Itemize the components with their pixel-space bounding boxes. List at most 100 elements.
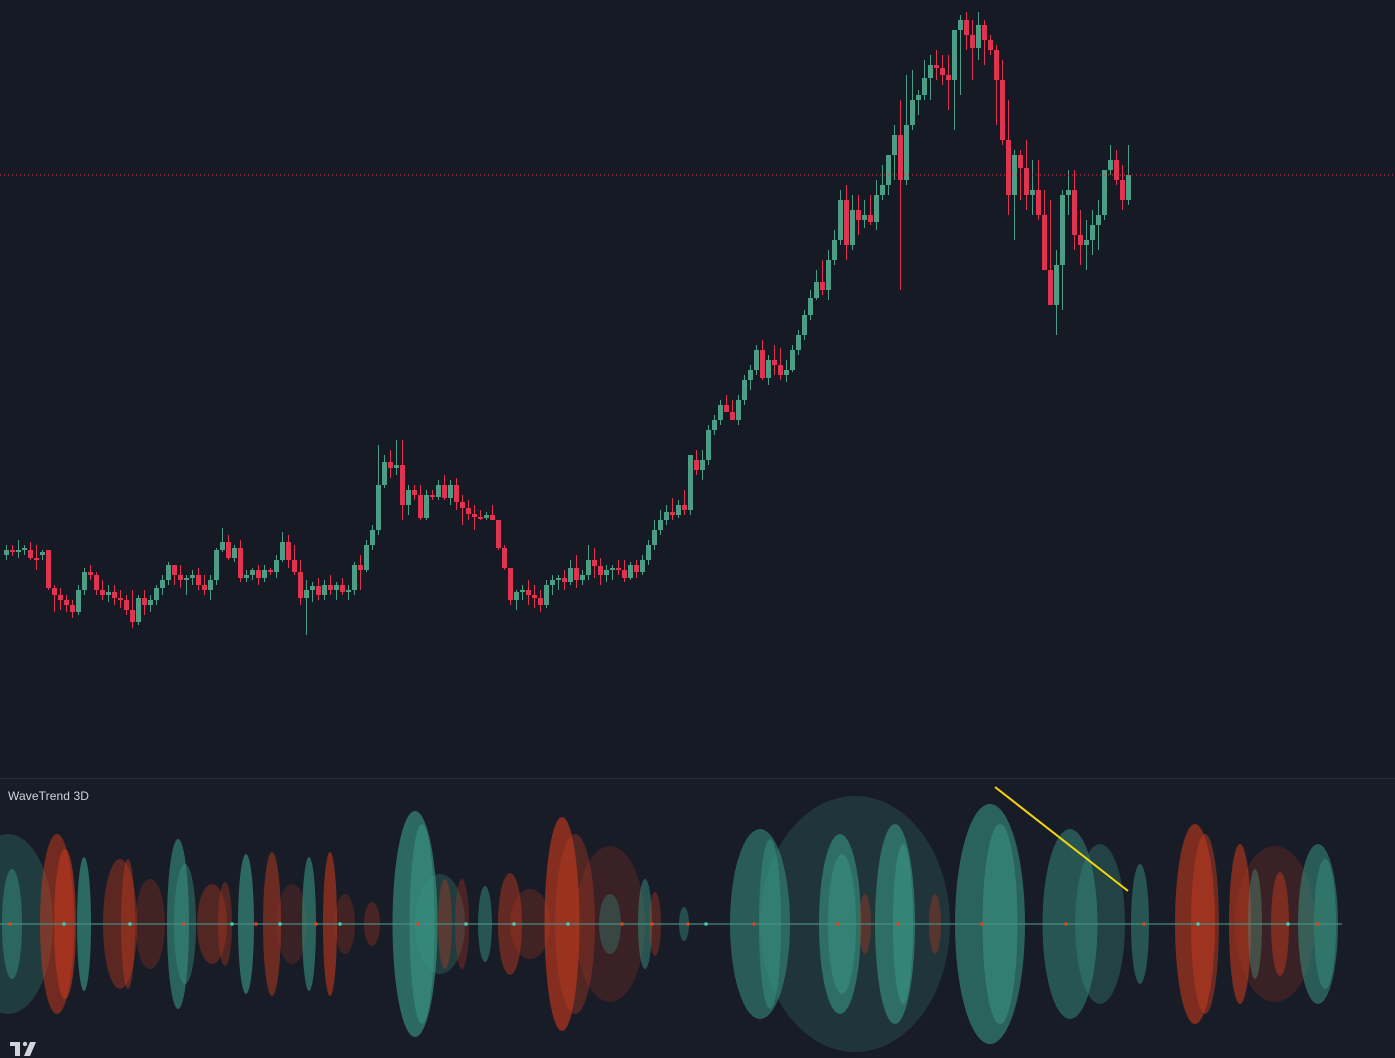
- candle[interactable]: [58, 588, 63, 610]
- candle[interactable]: [634, 560, 639, 578]
- candle[interactable]: [172, 565, 177, 585]
- candle[interactable]: [664, 505, 669, 525]
- candle[interactable]: [274, 555, 279, 578]
- candle[interactable]: [286, 535, 291, 568]
- candle[interactable]: [772, 345, 777, 375]
- candle[interactable]: [580, 570, 585, 585]
- candle[interactable]: [214, 548, 219, 585]
- candle[interactable]: [988, 35, 993, 55]
- candle[interactable]: [382, 455, 387, 488]
- candle[interactable]: [610, 565, 615, 580]
- candle[interactable]: [1084, 220, 1089, 270]
- candle[interactable]: [388, 450, 393, 478]
- candle[interactable]: [544, 580, 549, 608]
- candle[interactable]: [484, 512, 489, 520]
- candle[interactable]: [982, 20, 987, 65]
- candle[interactable]: [298, 560, 303, 605]
- candle[interactable]: [874, 180, 879, 230]
- candle[interactable]: [754, 345, 759, 375]
- candle[interactable]: [514, 590, 519, 610]
- candle[interactable]: [64, 595, 69, 612]
- candle[interactable]: [184, 575, 189, 595]
- candle[interactable]: [190, 570, 195, 585]
- oscillator-pane[interactable]: WaveTrend 3D: [0, 779, 1395, 1058]
- candle[interactable]: [826, 250, 831, 300]
- candle[interactable]: [220, 528, 225, 552]
- candle[interactable]: [4, 545, 9, 560]
- candle[interactable]: [94, 572, 99, 595]
- candle[interactable]: [562, 570, 567, 590]
- candle[interactable]: [226, 535, 231, 560]
- candle[interactable]: [520, 585, 525, 600]
- candle[interactable]: [940, 55, 945, 85]
- candle[interactable]: [916, 90, 921, 115]
- candle[interactable]: [760, 340, 765, 380]
- candle[interactable]: [436, 480, 441, 500]
- candle[interactable]: [784, 360, 789, 382]
- candle[interactable]: [472, 505, 477, 530]
- candle[interactable]: [448, 480, 453, 505]
- candle[interactable]: [418, 485, 423, 520]
- candle[interactable]: [970, 20, 975, 80]
- pane-divider[interactable]: [0, 778, 1395, 779]
- candle[interactable]: [490, 505, 495, 520]
- candle[interactable]: [736, 395, 741, 425]
- candle[interactable]: [1108, 145, 1113, 175]
- candle[interactable]: [574, 555, 579, 588]
- candle[interactable]: [46, 550, 51, 590]
- candle[interactable]: [1036, 160, 1041, 220]
- candle[interactable]: [352, 562, 357, 595]
- candle[interactable]: [238, 540, 243, 582]
- candle[interactable]: [334, 582, 339, 600]
- candle[interactable]: [208, 575, 213, 600]
- candle[interactable]: [904, 75, 909, 185]
- candle[interactable]: [478, 510, 483, 520]
- candle[interactable]: [592, 548, 597, 578]
- candle[interactable]: [52, 585, 57, 612]
- candle[interactable]: [1042, 190, 1047, 270]
- candle[interactable]: [1102, 170, 1107, 220]
- candle[interactable]: [862, 200, 867, 228]
- candle[interactable]: [466, 500, 471, 520]
- candle[interactable]: [1120, 165, 1125, 210]
- candle[interactable]: [1072, 170, 1077, 250]
- candlestick-chart[interactable]: [0, 0, 1395, 778]
- candle[interactable]: [502, 545, 507, 570]
- candle[interactable]: [814, 270, 819, 300]
- candle[interactable]: [880, 165, 885, 200]
- candle[interactable]: [706, 425, 711, 465]
- candle[interactable]: [496, 520, 501, 550]
- candle[interactable]: [202, 575, 207, 595]
- tradingview-logo-icon[interactable]: [10, 1040, 42, 1056]
- candle[interactable]: [748, 365, 753, 390]
- candle[interactable]: [628, 562, 633, 580]
- candle[interactable]: [964, 12, 969, 50]
- candle[interactable]: [148, 595, 153, 612]
- candle[interactable]: [586, 545, 591, 580]
- candle[interactable]: [394, 440, 399, 475]
- candle[interactable]: [250, 568, 255, 580]
- candle[interactable]: [454, 478, 459, 510]
- candle[interactable]: [178, 565, 183, 588]
- candle[interactable]: [1114, 150, 1119, 185]
- candle[interactable]: [952, 30, 957, 130]
- candle[interactable]: [430, 490, 435, 500]
- candle[interactable]: [838, 190, 843, 245]
- candle[interactable]: [508, 568, 513, 605]
- candle[interactable]: [568, 560, 573, 585]
- candle[interactable]: [538, 590, 543, 612]
- candle[interactable]: [22, 545, 27, 555]
- candle[interactable]: [196, 568, 201, 590]
- candle[interactable]: [712, 415, 717, 435]
- candle[interactable]: [1054, 250, 1059, 335]
- candle[interactable]: [820, 260, 825, 295]
- candle[interactable]: [832, 230, 837, 265]
- candle[interactable]: [1060, 190, 1065, 310]
- candle[interactable]: [670, 498, 675, 520]
- candle[interactable]: [922, 60, 927, 100]
- candle[interactable]: [730, 400, 735, 420]
- candle[interactable]: [646, 540, 651, 565]
- wavetrend-3d-plot[interactable]: [0, 779, 1395, 1058]
- candle[interactable]: [676, 500, 681, 518]
- candle[interactable]: [856, 195, 861, 235]
